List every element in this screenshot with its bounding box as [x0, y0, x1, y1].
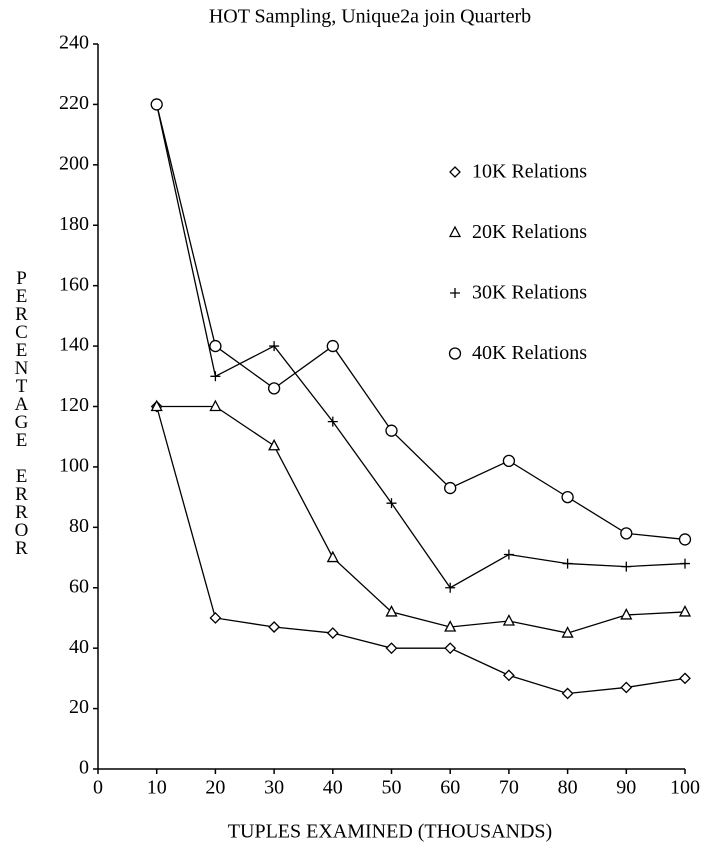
marker: [502, 614, 515, 626]
marker: [150, 399, 163, 412]
y-tick-label: 0: [79, 757, 89, 779]
x-tick-label: 60: [440, 777, 460, 799]
y-tick-label: 240: [59, 32, 89, 54]
y-tick-label: 20: [69, 696, 89, 718]
x-tick-label: 90: [616, 777, 636, 799]
x-axis-label: TUPLES EXAMINED (THOUSANDS): [228, 821, 552, 843]
marker: [385, 424, 398, 437]
marker: [503, 549, 514, 560]
marker: [680, 558, 690, 569]
marker-circle: [150, 98, 163, 111]
marker: [502, 669, 515, 682]
y-tick-label: 220: [59, 92, 89, 114]
marker-circle: [502, 454, 516, 468]
x-tick-label: 80: [558, 777, 578, 799]
x-tick-label: 0: [93, 777, 103, 799]
marker: [150, 98, 163, 111]
marker: [620, 608, 633, 620]
x-tick-label: 20: [205, 777, 225, 799]
marker: [445, 582, 456, 593]
marker: [268, 438, 281, 451]
y-tick-label: 60: [69, 575, 89, 597]
legend-label: 40K Relations: [472, 342, 587, 364]
marker-circle: [444, 481, 457, 495]
marker: [327, 416, 338, 427]
x-tick-label: 40: [323, 777, 343, 799]
marker: [621, 561, 632, 572]
y-tick-label: 80: [69, 515, 89, 537]
marker: [561, 626, 574, 638]
x-tick-label: 30: [264, 777, 284, 799]
marker-circle: [326, 339, 339, 353]
y-axis-label: PERCENTAGE ERROR: [11, 268, 32, 556]
marker: [678, 533, 692, 546]
marker: [561, 490, 574, 504]
y-tick-label: 160: [59, 273, 89, 295]
series-line: [156, 104, 686, 541]
marker: [267, 382, 281, 395]
marker-circle: [385, 424, 398, 437]
marker: [449, 166, 461, 178]
marker: [268, 621, 281, 633]
series-line: [156, 406, 686, 695]
marker: [450, 288, 460, 298]
marker: [502, 454, 516, 468]
x-tick-label: 50: [382, 777, 402, 799]
marker: [561, 687, 574, 700]
marker: [385, 642, 398, 655]
marker: [326, 339, 339, 353]
marker: [448, 347, 462, 360]
marker: [562, 558, 573, 569]
marker: [444, 620, 457, 632]
marker: [209, 339, 222, 353]
marker-circle: [620, 527, 633, 540]
y-tick-label: 120: [59, 394, 89, 416]
marker: [269, 341, 280, 352]
marker: [326, 550, 339, 563]
marker: [210, 371, 221, 382]
y-tick-label: 140: [59, 334, 89, 356]
legend-label: 10K Relations: [472, 161, 587, 183]
marker: [386, 498, 397, 509]
marker: [679, 672, 691, 685]
x-tick-label: 100: [670, 777, 700, 799]
legend-label: 30K Relations: [472, 282, 587, 304]
marker-circle: [448, 347, 462, 360]
marker: [620, 681, 633, 694]
marker-circle: [267, 382, 281, 395]
y-tick-label: 200: [59, 152, 89, 174]
chart-title: HOT Sampling, Unique2a join Quarterb: [209, 6, 531, 28]
x-tick-label: 70: [499, 777, 519, 799]
marker: [620, 527, 633, 540]
y-tick-label: 180: [59, 213, 89, 235]
marker: [678, 605, 692, 617]
marker: [444, 642, 457, 655]
marker: [448, 225, 462, 238]
marker-circle: [209, 339, 222, 353]
legend-label: 20K Relations: [472, 221, 587, 243]
marker: [326, 627, 339, 639]
marker: [209, 612, 222, 624]
series-line: [156, 405, 686, 634]
marker: [385, 605, 398, 617]
series-line: [156, 104, 686, 589]
marker-circle: [561, 490, 574, 504]
marker-circle: [678, 533, 692, 546]
marker: [444, 481, 457, 495]
y-tick-label: 40: [69, 636, 89, 658]
x-tick-label: 10: [147, 777, 167, 799]
y-tick-label: 100: [59, 455, 89, 477]
marker: [209, 399, 222, 412]
